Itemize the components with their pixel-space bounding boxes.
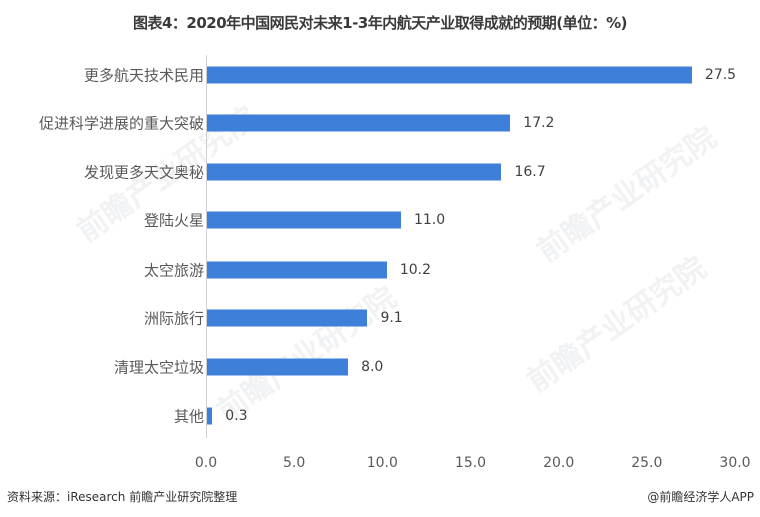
- source-note: 资料来源：iResearch 前瞻产业研究院整理: [7, 490, 238, 504]
- category-label: 太空旅游: [143, 261, 204, 280]
- y-axis-line: [206, 55, 207, 438]
- bar: [207, 66, 692, 84]
- x-tick-label: 10.0: [366, 455, 398, 471]
- bar: [207, 114, 511, 132]
- value-label: 27.5: [704, 67, 737, 83]
- value-label: 10.2: [399, 262, 432, 278]
- credit-note: @前瞻经济学人APP: [647, 490, 754, 504]
- x-tick-label: 15.0: [454, 455, 487, 471]
- category-label: 登陆火星: [143, 211, 204, 230]
- x-tick-label: 5.0: [283, 455, 306, 471]
- value-label: 8.0: [361, 359, 384, 375]
- category-label: 清理太空垃圾: [113, 358, 204, 377]
- category-label: 发现更多天文奥秘: [83, 163, 204, 182]
- category-label: 更多航天技术民用: [83, 66, 204, 85]
- watermark: 前瞻产业研究院: [530, 120, 724, 270]
- category-label: 其他: [173, 407, 204, 426]
- x-tick-label: 0.0: [194, 455, 218, 471]
- bar: [207, 358, 349, 376]
- value-label: 11.0: [413, 212, 446, 228]
- bar: [207, 309, 368, 327]
- value-label: 0.3: [225, 408, 248, 424]
- bar: [207, 163, 502, 181]
- chart-title: 图表4：2020年中国网民对未来1-3年内航天产业取得成就的预期(单位：%): [132, 14, 628, 32]
- value-label: 9.1: [380, 310, 403, 326]
- value-label: 16.7: [514, 164, 546, 180]
- watermark: 前瞻产业研究院: [210, 280, 404, 430]
- x-tick-label: 30.0: [719, 455, 751, 471]
- bar: [207, 211, 401, 229]
- watermark: 前瞻产业研究院: [520, 250, 714, 400]
- category-label: 促进科学进展的重大突破: [38, 114, 204, 133]
- category-label: 洲际旅行: [143, 309, 204, 328]
- bar: [207, 407, 213, 425]
- value-label: 17.2: [523, 115, 555, 131]
- bar: [207, 261, 387, 279]
- x-tick-label: 20.0: [543, 455, 575, 471]
- x-tick-label: 25.0: [631, 455, 663, 471]
